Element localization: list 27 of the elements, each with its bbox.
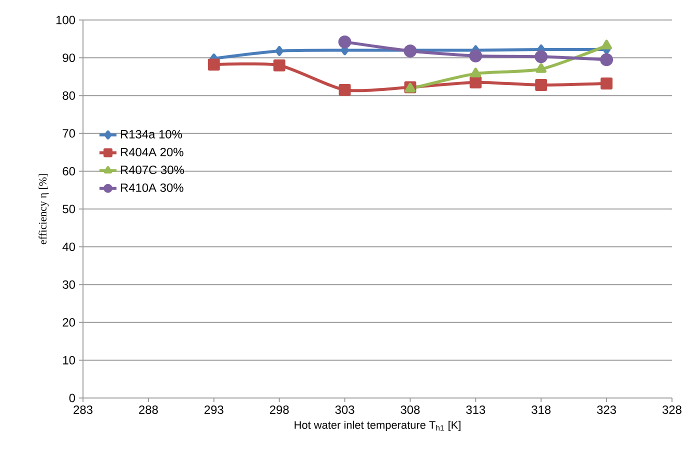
- y-tick-label: 0: [69, 394, 76, 402]
- legend-label: R407C 30%: [120, 166, 184, 174]
- y-tick-label: 70: [62, 129, 76, 138]
- y-tick-label: 40: [62, 242, 76, 252]
- y-tick-label: 80: [62, 91, 76, 100]
- x-tick-label: 298: [270, 406, 289, 414]
- x-tick-label: 313: [466, 406, 486, 414]
- y-axis-title: efficiency η [%]: [38, 174, 49, 244]
- x-tick-label: 303: [335, 406, 354, 414]
- y-tick-label: 30: [62, 280, 76, 289]
- x-tick-label: 283: [74, 406, 92, 414]
- y-tick-label: 50: [62, 204, 76, 214]
- y-tick-label: 60: [62, 166, 76, 176]
- y-tick-label: 10: [63, 356, 76, 364]
- y-tick-label: 90: [62, 54, 76, 62]
- y-tick-label: 100: [56, 16, 76, 24]
- y-tick-label: 20: [62, 318, 76, 327]
- x-tick-label: 308: [400, 406, 420, 414]
- x-tick-label: 318: [532, 406, 551, 414]
- legend-label: R404A 20%: [120, 148, 184, 156]
- legend-label: R410A 30%: [120, 183, 184, 192]
- x-tick-label: 293: [204, 406, 224, 414]
- legend-label: R134a 10%: [120, 130, 182, 138]
- x-tick-label: 288: [139, 406, 158, 414]
- x-tick-label: 323: [597, 406, 616, 414]
- x-axis-title: Hot water inlet temperature T$_{h1}$ [K]: [294, 420, 460, 432]
- x-tick-label: 328: [662, 406, 682, 414]
